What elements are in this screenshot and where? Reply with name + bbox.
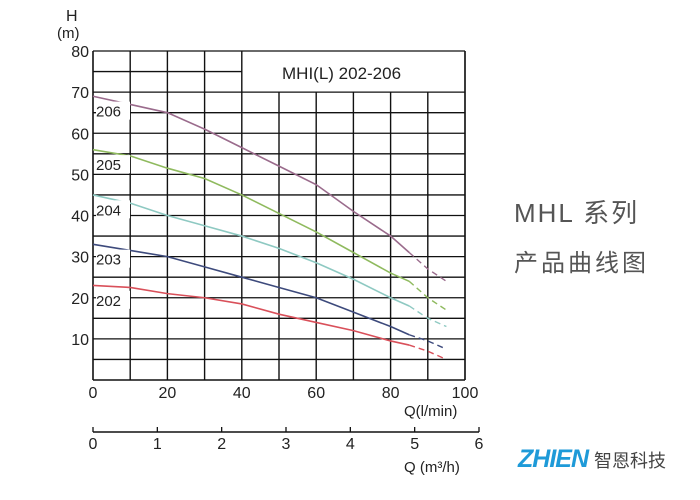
chart-title: MHI(L) 202-206: [282, 64, 401, 83]
x2-tick-label: 0: [89, 436, 98, 453]
x2-tick-label: 6: [475, 436, 484, 453]
curve-202-dashed: [408, 344, 447, 361]
series-heading: MHL 系列: [514, 198, 640, 228]
x-tick-label: 60: [307, 385, 325, 402]
curve-204-dashed: [408, 305, 447, 328]
curve-label-202: 202: [96, 293, 121, 310]
curve-202: [92, 284, 410, 346]
x-tick-label: 20: [159, 385, 177, 402]
x2-tick-label: 1: [153, 436, 162, 453]
x2-tick-label: 3: [282, 436, 291, 453]
curve-label-bg: [96, 155, 130, 174]
y-tick-label: 10: [71, 332, 89, 349]
x-tick-label: 40: [233, 385, 251, 402]
x-tick-label: 0: [89, 385, 98, 402]
y-tick-label: 50: [71, 167, 89, 184]
curve-label-bg: [96, 290, 130, 309]
curve-206: [92, 95, 410, 254]
y-tick-label: 60: [71, 126, 89, 143]
series-subheading: 产品曲线图: [514, 250, 649, 277]
x-tick-label: 80: [382, 385, 400, 402]
company-logo: ZHIEN 智恩科技: [518, 445, 666, 474]
x2-axis-label: Q (m³/h): [404, 459, 460, 476]
logo-text-cn: 智恩科技: [594, 450, 666, 471]
y-tick-label: 30: [71, 250, 89, 267]
y-axis-unit: (m): [57, 25, 80, 42]
y-tick-label: 80: [71, 44, 89, 61]
curve-label-206: 206: [96, 104, 121, 121]
curve-205-dashed: [408, 280, 447, 311]
curve-label-bg: [96, 101, 130, 120]
x2-tick-label: 2: [217, 436, 226, 453]
curve-206-dashed: [408, 251, 447, 282]
x2-tick-label: 5: [410, 436, 419, 453]
x-axis-label: Q(l/min): [404, 403, 457, 420]
curve-204: [92, 194, 410, 307]
curve-label-203: 203: [96, 252, 121, 269]
x-tick-label: 100: [452, 385, 479, 402]
logo-text-en: ZHIEN: [518, 445, 589, 473]
x2-tick-label: 4: [346, 436, 355, 453]
curve-203: [92, 243, 410, 336]
y-tick-label: 40: [71, 209, 89, 226]
curve-label-204: 204: [96, 202, 121, 219]
y-axis-label: H: [66, 8, 78, 25]
curve-label-bg: [96, 200, 130, 219]
curve-203-dashed: [408, 334, 447, 350]
y-tick-label: 70: [71, 85, 89, 102]
curve-label-bg: [96, 249, 130, 268]
y-tick-label: 20: [71, 291, 89, 308]
curve-label-205: 205: [96, 157, 121, 174]
curve-205: [92, 148, 410, 283]
